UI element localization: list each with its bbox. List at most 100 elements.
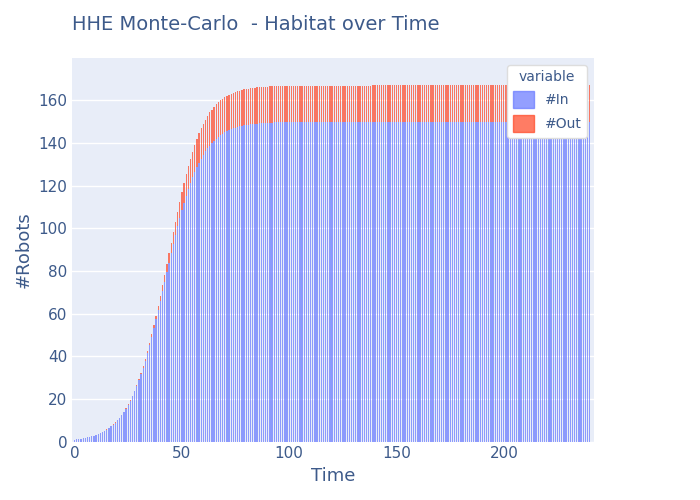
Bar [499,122,500,442]
Bar [419,86,421,122]
Bar [536,122,537,442]
Bar [226,132,228,442]
Bar [417,86,419,122]
Bar [407,86,408,122]
Bar [318,122,320,442]
Bar [576,86,578,122]
Bar [449,122,451,442]
Bar [205,120,206,152]
Bar [383,86,384,122]
Bar [439,122,440,442]
Bar [155,320,157,442]
Bar [391,122,393,442]
Bar [368,122,370,442]
Bar [570,86,571,122]
Bar [552,86,554,122]
Bar [421,86,423,122]
Bar [572,86,573,122]
Bar [578,122,580,442]
Bar [510,122,511,442]
Bar [188,189,189,442]
Bar [164,274,165,281]
Bar [437,86,438,122]
Bar [445,122,447,442]
Bar [531,122,533,442]
Bar [336,122,337,442]
Bar [370,122,372,442]
Bar [158,306,159,310]
Bar [256,88,258,124]
Bar [419,122,421,442]
Bar [304,86,305,122]
Bar [554,122,556,442]
Bar [310,122,312,442]
Bar [153,328,155,442]
Bar [134,390,135,392]
Bar [381,122,382,442]
Bar [421,122,423,442]
Bar [293,122,294,442]
Bar [505,86,507,122]
Bar [546,86,547,122]
Bar [433,86,434,122]
Bar [248,124,249,442]
Bar [256,124,258,442]
Bar [548,86,550,122]
Bar [473,86,475,122]
Bar [430,86,431,122]
Bar [531,86,533,122]
Bar [584,122,586,442]
Bar [488,86,489,122]
Bar [366,122,367,442]
Bar [546,122,547,442]
Bar [458,86,459,122]
Bar [211,143,213,442]
Bar [308,86,309,122]
Bar [222,98,223,134]
Bar [325,122,326,442]
Bar [216,104,217,138]
Bar [357,86,358,122]
Bar [155,316,157,320]
Bar [338,122,339,442]
Bar [550,86,552,122]
Bar [439,86,440,122]
Bar [374,86,376,122]
Bar [224,97,225,132]
Bar [417,122,419,442]
Bar [484,122,485,442]
Bar [340,122,342,442]
Bar [449,86,451,122]
Bar [132,396,133,442]
Bar [346,122,348,442]
Bar [211,110,213,143]
Bar [503,86,505,122]
Bar [327,86,328,122]
Bar [329,122,330,442]
Bar [274,86,275,122]
Bar [203,155,204,442]
Bar [181,192,183,210]
Bar [413,86,414,122]
Bar [389,122,391,442]
Text: HHE Monte-Carlo  - Habitat over Time: HHE Monte-Carlo - Habitat over Time [72,15,440,34]
Bar [456,122,457,442]
Bar [548,122,550,442]
Bar [584,86,586,122]
Bar [102,432,103,442]
Bar [286,122,288,442]
Bar [542,86,543,122]
Bar [284,122,286,442]
Bar [143,366,144,368]
Bar [186,196,187,442]
Bar [80,438,82,442]
Bar [147,351,148,353]
Bar [166,272,167,442]
Bar [198,134,200,162]
Bar [377,122,378,442]
Bar [254,124,256,442]
Bar [477,86,479,122]
Bar [520,122,522,442]
Bar [228,94,230,130]
Bar [441,86,442,122]
